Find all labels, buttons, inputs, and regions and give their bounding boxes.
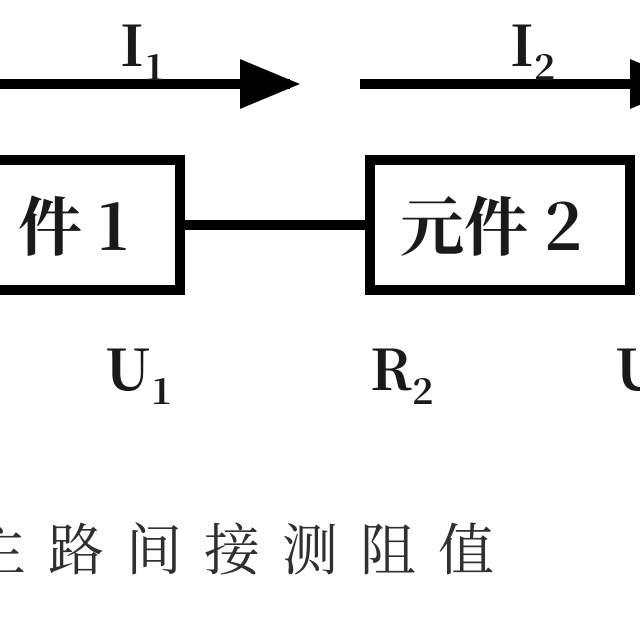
component-box-1-label: 件 1 xyxy=(18,177,128,269)
component-box-2-voltage-label: U xyxy=(615,327,640,407)
caption-text: 主路间接测阻值 xyxy=(0,507,516,587)
component-box-2-label: 元件 2 xyxy=(400,177,582,269)
